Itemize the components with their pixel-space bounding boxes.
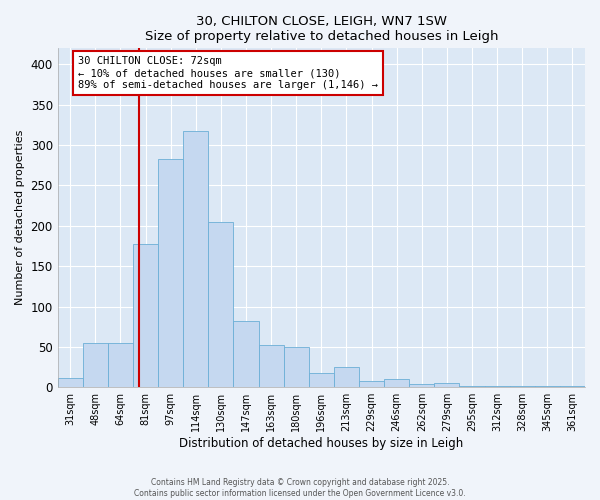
Bar bbox=[158, 159, 183, 387]
Bar bbox=[359, 381, 384, 387]
Text: Contains HM Land Registry data © Crown copyright and database right 2025.
Contai: Contains HM Land Registry data © Crown c… bbox=[134, 478, 466, 498]
Bar bbox=[509, 386, 535, 387]
Text: 30 CHILTON CLOSE: 72sqm
← 10% of detached houses are smaller (130)
89% of semi-d: 30 CHILTON CLOSE: 72sqm ← 10% of detache… bbox=[78, 56, 378, 90]
Bar bbox=[83, 343, 108, 387]
Y-axis label: Number of detached properties: Number of detached properties bbox=[15, 130, 25, 306]
Bar bbox=[233, 321, 259, 387]
Bar bbox=[460, 386, 485, 387]
Bar bbox=[334, 367, 359, 387]
Bar bbox=[133, 244, 158, 387]
Bar bbox=[284, 347, 309, 387]
Bar bbox=[259, 346, 284, 387]
Bar bbox=[409, 384, 434, 387]
Bar bbox=[535, 386, 560, 387]
Bar bbox=[208, 222, 233, 387]
X-axis label: Distribution of detached houses by size in Leigh: Distribution of detached houses by size … bbox=[179, 437, 463, 450]
Bar bbox=[309, 374, 334, 387]
Title: 30, CHILTON CLOSE, LEIGH, WN7 1SW
Size of property relative to detached houses i: 30, CHILTON CLOSE, LEIGH, WN7 1SW Size o… bbox=[145, 15, 498, 43]
Bar bbox=[183, 132, 208, 387]
Bar bbox=[560, 386, 585, 387]
Bar bbox=[108, 343, 133, 387]
Bar bbox=[485, 386, 509, 387]
Bar bbox=[384, 379, 409, 387]
Bar bbox=[434, 383, 460, 387]
Bar bbox=[58, 378, 83, 387]
